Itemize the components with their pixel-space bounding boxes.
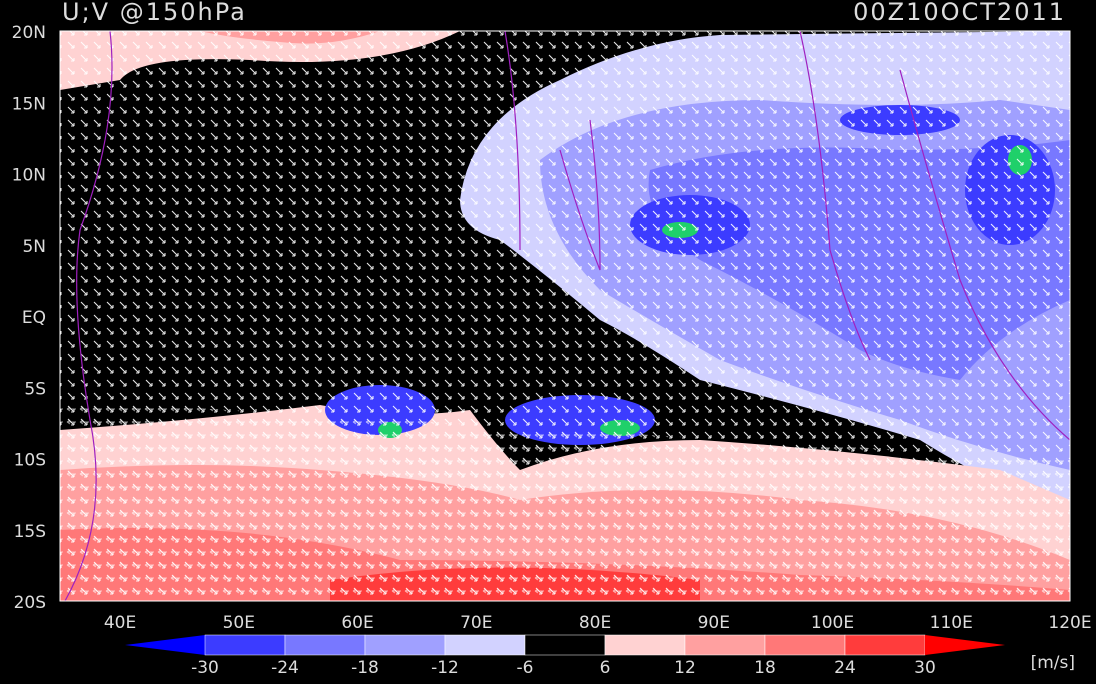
colorbar-box (684, 634, 766, 656)
lon-label: 40E (104, 613, 136, 633)
colorbar-label: -6 (517, 658, 534, 678)
colorbar-label: -12 (431, 658, 459, 678)
units-label: [m/s] (1031, 653, 1075, 673)
colorbar-label: -24 (271, 658, 299, 678)
axes: 20N 15N 10N 5N EQ 5S 10S 15S 20S 40E 50E 60E 70E 80E 9… (12, 23, 1092, 633)
map-area (60, 31, 1070, 601)
map-frame (59, 30, 1071, 602)
lat-label: 10S (14, 451, 46, 471)
colorbar-label: -18 (351, 658, 379, 678)
colorbar-box (764, 634, 846, 656)
lat-label: EQ (22, 308, 46, 328)
colorbar-label: 30 (914, 658, 936, 678)
colorbar-box (204, 634, 286, 656)
lon-label: 50E (223, 613, 255, 633)
colorbar-label: 6 (600, 658, 611, 678)
colorbar-label: 24 (834, 658, 856, 678)
colorbar-box (284, 634, 366, 656)
lon-label: 120E (1048, 613, 1091, 633)
lon-label: 90E (698, 613, 730, 633)
colorbar-arrow (925, 635, 1005, 655)
lat-label: 15N (12, 94, 46, 114)
title: U;V @150hPa (62, 0, 247, 26)
lat-label: 20N (12, 23, 46, 43)
time-label: 00Z10OCT2011 (853, 0, 1066, 26)
colorbar-label: -30 (191, 658, 219, 678)
colorbar: -30 -24 -18 -12 -6 6 12 18 24 30 [m/s] (125, 634, 1075, 678)
lat-label: 5N (22, 237, 46, 257)
colorbar-box (844, 634, 926, 656)
colorbar-box (364, 634, 446, 656)
colorbar-arrow (125, 635, 205, 655)
colorbar-box (604, 634, 686, 656)
colorbar-box (444, 634, 526, 656)
lat-label: 5S (24, 379, 46, 399)
lon-label: 80E (579, 613, 611, 633)
lat-label: 10N (12, 166, 46, 186)
lon-label: 110E (930, 613, 973, 633)
colorbar-box (524, 634, 606, 656)
colorbar-label: 12 (674, 658, 696, 678)
lat-label: 15S (14, 522, 46, 542)
colorbar-label: 18 (754, 658, 776, 678)
lon-label: 70E (460, 613, 492, 633)
lon-label: 60E (341, 613, 373, 633)
lat-label: 20S (14, 593, 46, 613)
lon-label: 100E (811, 613, 854, 633)
